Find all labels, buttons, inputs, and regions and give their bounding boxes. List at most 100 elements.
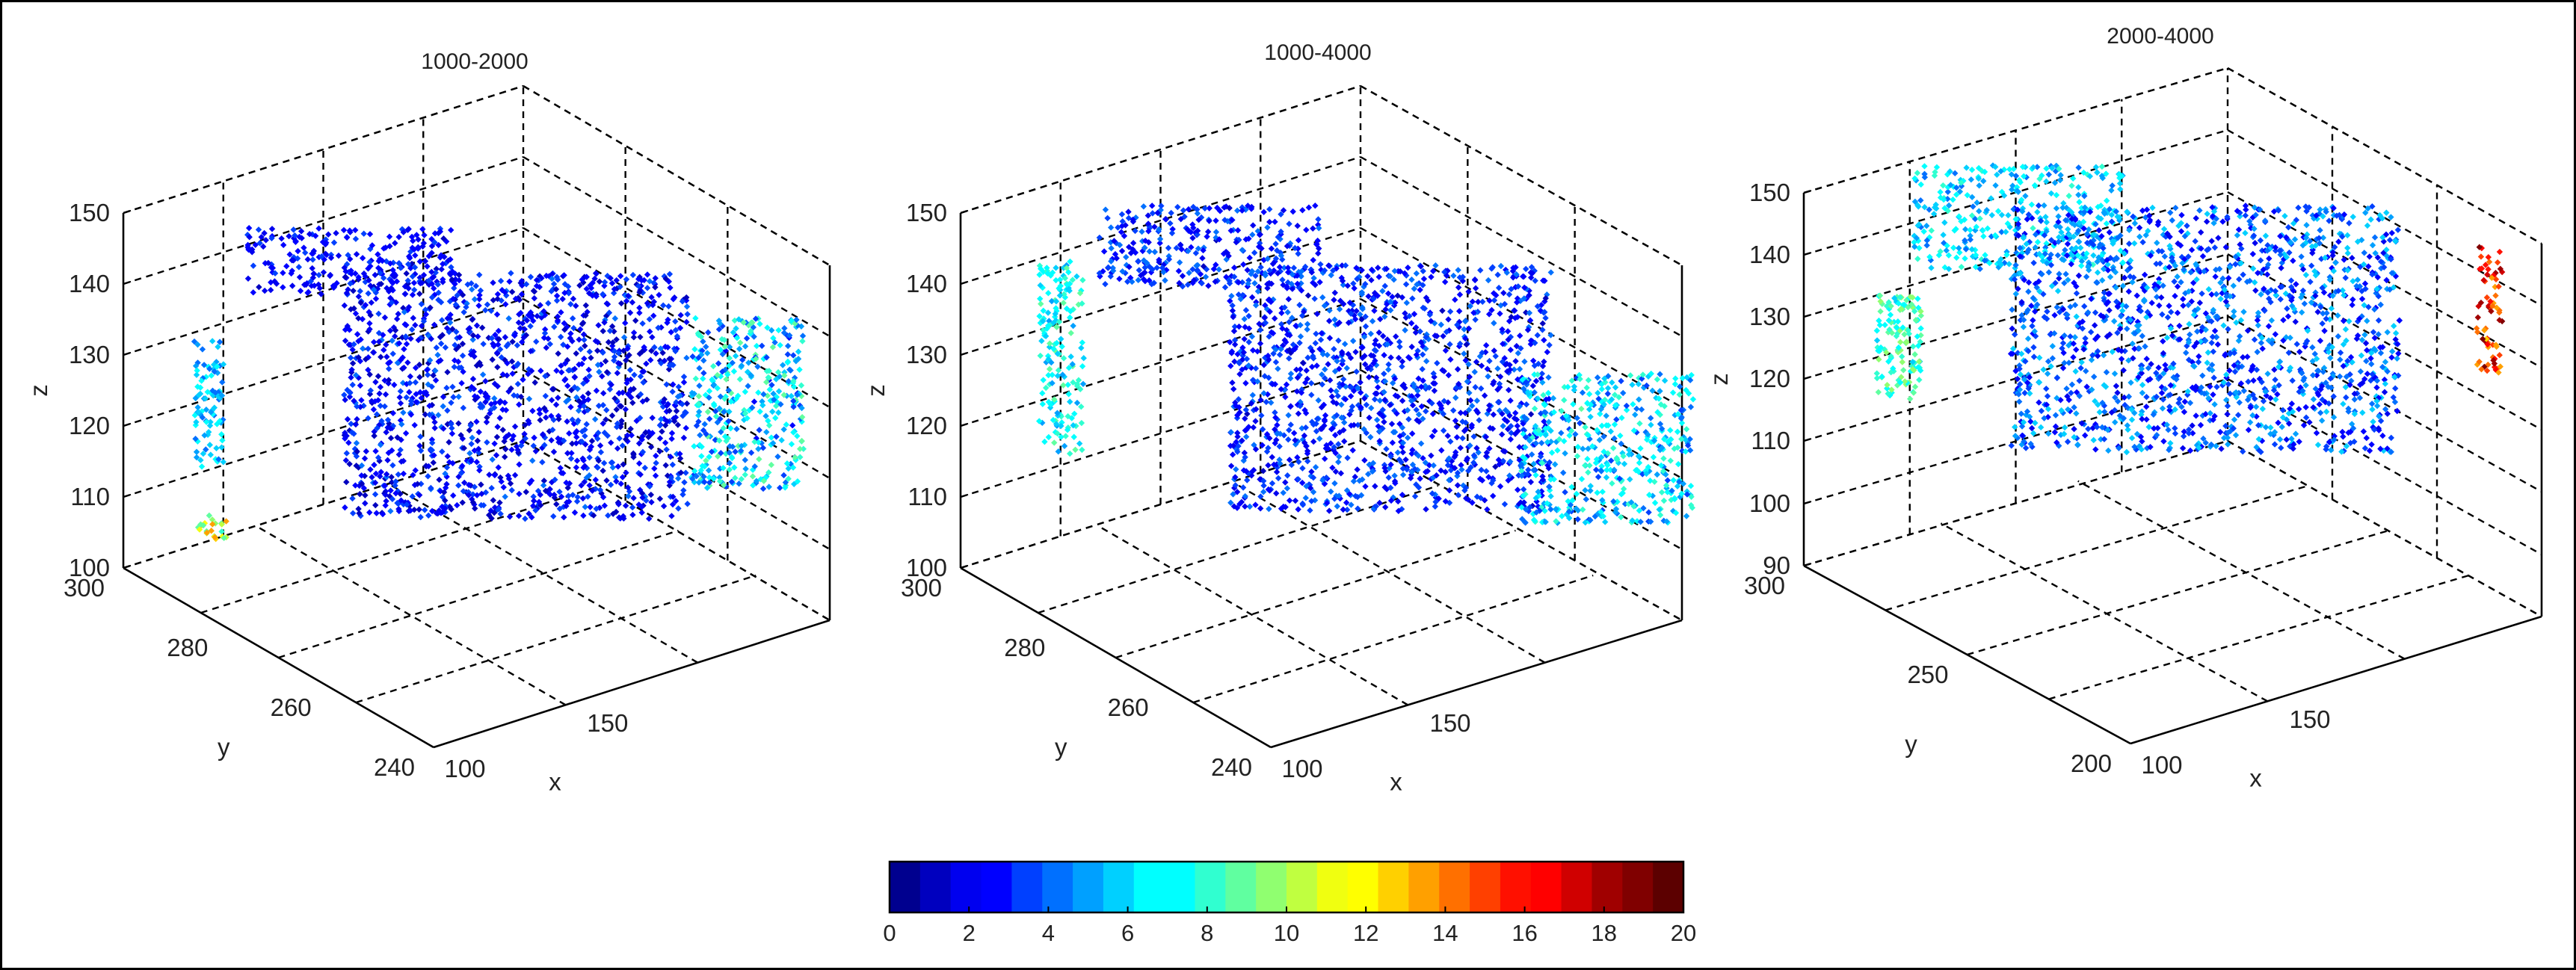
- data-point: [1271, 315, 1278, 322]
- data-point: [1173, 244, 1180, 252]
- data-point: [1439, 307, 1446, 314]
- data-point: [1475, 298, 1482, 306]
- data-point: [352, 270, 359, 277]
- data-point: [1541, 336, 1547, 344]
- data-point: [2078, 262, 2085, 269]
- data-point: [1341, 341, 1349, 347]
- data-point: [489, 356, 496, 363]
- data-point: [444, 453, 451, 460]
- data-point: [1295, 410, 1302, 417]
- data-point: [630, 334, 638, 341]
- data-point: [382, 391, 389, 398]
- data-point: [1051, 396, 1058, 403]
- data-point: [1636, 420, 1643, 427]
- data-point: [449, 492, 457, 499]
- data-point: [1444, 433, 1451, 439]
- data-point: [609, 464, 616, 471]
- data-point: [706, 482, 713, 489]
- data-point: [669, 389, 676, 395]
- data-point: [1404, 434, 1411, 442]
- data-point: [1609, 379, 1615, 386]
- data-point: [1325, 507, 1333, 514]
- data-point: [397, 417, 404, 424]
- data-point: [1405, 264, 1411, 271]
- data-point: [1438, 402, 1444, 409]
- data-point: [1432, 491, 1439, 498]
- data-point: [1162, 277, 1168, 284]
- data-point: [1452, 296, 1458, 303]
- data-point: [623, 297, 630, 305]
- data-point: [1245, 339, 1252, 345]
- data-point: [357, 382, 364, 389]
- data-point: [640, 379, 647, 386]
- data-point: [343, 433, 350, 439]
- data-point: [1080, 354, 1087, 362]
- data-point: [471, 296, 478, 303]
- data-point: [1473, 493, 1481, 500]
- data-point: [1066, 450, 1073, 457]
- data-point: [575, 407, 582, 414]
- data-point: [1683, 513, 1690, 519]
- data-point: [1315, 221, 1322, 229]
- data-point: [1541, 458, 1547, 465]
- data-point: [743, 335, 751, 342]
- data-point: [553, 501, 560, 507]
- data-point: [1051, 439, 1058, 446]
- data-point: [286, 251, 293, 258]
- data-point: [785, 465, 792, 472]
- data-point: [395, 500, 402, 507]
- chart-title: 1000-2000: [421, 49, 528, 74]
- data-point: [1233, 439, 1239, 445]
- data-point: [1126, 244, 1133, 250]
- data-point: [192, 362, 200, 369]
- data-point: [1037, 295, 1044, 302]
- data-point: [620, 515, 627, 522]
- data-point: [1138, 228, 1145, 235]
- data-point: [1916, 244, 1923, 252]
- data-point: [2041, 202, 2047, 209]
- data-point: [619, 474, 626, 481]
- data-point: [492, 331, 499, 339]
- data-point: [636, 309, 643, 316]
- data-point: [213, 445, 220, 451]
- data-point: [714, 371, 721, 379]
- data-point: [1497, 310, 1503, 317]
- data-point: [537, 491, 543, 498]
- data-point: [389, 287, 396, 294]
- data-point: [1516, 444, 1523, 451]
- data-point: [289, 268, 295, 274]
- data-point: [1239, 204, 1245, 211]
- data-point: [2003, 229, 2009, 235]
- y-tick-label: 240: [374, 753, 415, 781]
- data-point: [1105, 264, 1112, 271]
- data-point: [1340, 506, 1347, 513]
- data-point: [460, 479, 468, 486]
- data-point: [1140, 203, 1147, 210]
- data-point: [1236, 323, 1242, 330]
- data-point: [1317, 261, 1324, 268]
- data-point: [1497, 262, 1505, 270]
- data-points: [1035, 203, 1697, 526]
- data-point: [469, 434, 475, 441]
- data-point: [444, 421, 451, 427]
- data-point: [1045, 371, 1052, 379]
- data-point: [561, 377, 568, 384]
- data-point: [585, 390, 592, 397]
- data-point: [447, 319, 454, 326]
- data-point: [768, 434, 775, 441]
- data-point: [219, 379, 226, 386]
- data-point: [550, 386, 557, 392]
- data-point: [582, 504, 588, 510]
- data-point: [628, 394, 635, 401]
- data-point: [365, 415, 372, 421]
- data-point: [570, 295, 577, 303]
- data-point: [401, 321, 408, 328]
- data-point: [668, 475, 674, 481]
- data-point: [407, 398, 415, 404]
- data-point: [526, 510, 532, 517]
- data-point: [1921, 163, 1928, 170]
- data-point: [407, 507, 414, 514]
- data-point: [1190, 203, 1197, 211]
- data-point: [1250, 222, 1257, 229]
- data-point: [1337, 495, 1343, 502]
